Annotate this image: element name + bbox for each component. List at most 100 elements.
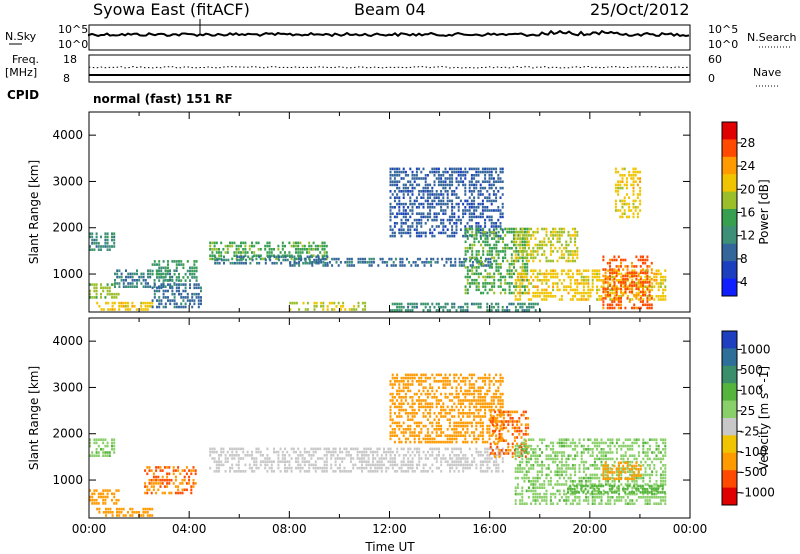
heatmap-cell (446, 206, 449, 209)
heatmap-cell (473, 383, 476, 386)
heatmap-cell (560, 470, 563, 473)
heatmap-cell (136, 269, 138, 272)
heatmap-cell (536, 302, 539, 306)
heatmap-cell (631, 271, 633, 275)
heatmap-cell (477, 437, 480, 441)
heatmap-cell (104, 242, 107, 245)
heatmap-cell (174, 485, 177, 488)
heatmap-cell (102, 441, 105, 445)
heatmap-cell (363, 457, 366, 460)
heatmap-cell (186, 299, 189, 302)
heatmap-cell (91, 248, 94, 251)
heatmap-cell (142, 279, 145, 282)
heatmap-cell (488, 228, 491, 231)
heatmap-cell (418, 212, 421, 215)
heatmap-cell (487, 261, 490, 264)
heatmap-cell (389, 450, 392, 454)
heatmap-cell (186, 269, 189, 273)
heatmap-cell (425, 257, 428, 261)
heatmap-cell (415, 225, 418, 228)
heatmap-cell (451, 463, 454, 467)
heatmap-cell (364, 261, 367, 264)
heatmap-cell (422, 177, 425, 180)
heatmap-cell (295, 457, 297, 460)
heatmap-cell (396, 421, 399, 425)
heatmap-cell (593, 269, 596, 272)
heatmap-cell (435, 202, 438, 206)
heatmap-cell (429, 309, 432, 312)
heatmap-cell (240, 244, 242, 248)
heatmap-cell (558, 451, 561, 454)
heatmap-cell (617, 268, 620, 271)
heatmap-cell (424, 183, 427, 187)
heatmap-cell (486, 215, 489, 219)
heatmap-cell (174, 475, 177, 479)
heatmap-cell (497, 253, 500, 256)
heatmap-cell (620, 287, 622, 291)
heatmap-cell (496, 420, 499, 423)
heatmap-cell (558, 237, 561, 240)
heatmap-cell (464, 376, 467, 380)
heatmap-cell (567, 250, 570, 253)
heatmap-cell (630, 209, 633, 212)
heatmap-cell (393, 177, 396, 180)
heatmap-cell (391, 193, 394, 196)
heatmap-cell (409, 373, 412, 377)
heatmap-cell (308, 255, 311, 259)
heatmap-cell (508, 291, 511, 295)
heatmap-cell (482, 230, 485, 234)
heatmap-cell (482, 282, 485, 285)
heatmap-cell (459, 309, 462, 312)
heatmap-cell (466, 431, 469, 434)
heatmap-cell (89, 489, 91, 492)
heatmap-cell (521, 227, 524, 231)
heatmap-cell (642, 284, 644, 287)
heatmap-cell (381, 261, 384, 264)
heatmap-cell (167, 283, 169, 286)
heatmap-cell (484, 167, 487, 171)
heatmap-cell (326, 264, 329, 267)
heatmap-cell (446, 193, 449, 196)
heatmap-cell (631, 279, 634, 282)
heatmap-cell (636, 170, 639, 174)
heatmap-cell (389, 457, 392, 460)
heatmap-cell (464, 405, 467, 409)
heatmap-cell (543, 464, 546, 467)
heatmap-cell (628, 287, 631, 291)
heatmap-cell (251, 244, 253, 248)
heatmap-cell (181, 469, 184, 472)
heatmap-cell (372, 457, 374, 460)
heatmap-cell (153, 279, 156, 282)
heatmap-cell (479, 418, 482, 421)
heatmap-cell (606, 261, 609, 265)
heatmap-cell (306, 251, 308, 254)
heatmap-cell (499, 250, 502, 253)
heatmap-cell (442, 440, 445, 444)
heatmap-cell (626, 287, 629, 291)
heatmap-cell (520, 429, 523, 433)
heatmap-cell (506, 282, 509, 285)
heatmap-cell (493, 454, 495, 457)
heatmap-cell (197, 283, 200, 286)
heatmap-cell (490, 215, 493, 219)
heatmap-cell (481, 202, 484, 206)
heatmap-cell (536, 457, 539, 461)
heatmap-cell (396, 373, 399, 377)
heatmap-cell (598, 483, 601, 486)
heatmap-cell (484, 275, 487, 279)
heatmap-cell (630, 183, 633, 187)
heatmap-cell (554, 282, 557, 285)
heatmap-cell (297, 454, 300, 457)
heatmap-cell (543, 237, 546, 240)
heatmap-cell (435, 190, 438, 193)
heatmap-cell (545, 476, 548, 480)
heatmap-cell (468, 373, 471, 377)
heatmap-cell (455, 228, 458, 231)
heatmap-cell (391, 180, 394, 183)
heatmap-cell (493, 259, 496, 263)
heatmap-cell (418, 460, 421, 463)
heatmap-cell (492, 193, 495, 196)
heatmap-cell (411, 463, 414, 467)
heatmap-cell (582, 444, 585, 448)
heatmap-cell (473, 243, 476, 247)
